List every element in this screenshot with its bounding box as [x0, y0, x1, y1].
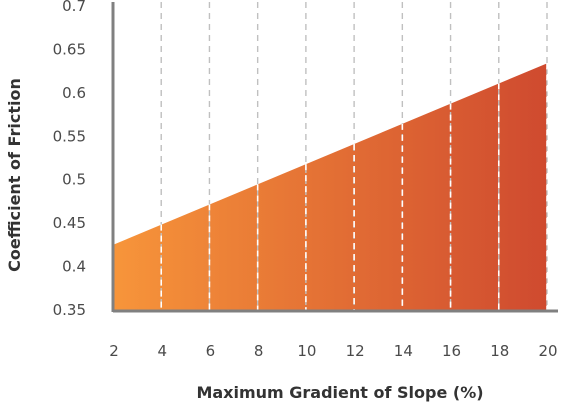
y-tick-label: 0.55 [53, 127, 86, 145]
x-axis-title: Maximum Gradient of Slope (%) [196, 383, 483, 402]
x-tick-label: 2 [109, 342, 119, 360]
x-tick-label: 4 [157, 342, 167, 360]
x-tick-label: 8 [254, 342, 264, 360]
y-tick-label: 0.4 [62, 258, 86, 276]
x-tick-label: 14 [394, 342, 413, 360]
y-tick-label: 0.35 [53, 301, 86, 319]
x-tick-label: 18 [490, 342, 509, 360]
y-tick-label: 0.65 [53, 40, 86, 58]
y-tick-label: 0.45 [53, 214, 86, 232]
x-tick-label: 6 [206, 342, 216, 360]
x-tick-label: 20 [538, 342, 557, 360]
x-tick-label: 12 [346, 342, 365, 360]
y-tick-label: 0.5 [62, 171, 86, 189]
y-axis-title: Coefficient of Friction [5, 78, 24, 272]
y-tick-label: 0.7 [62, 0, 86, 15]
x-tick-label: 10 [297, 342, 316, 360]
area-layer [113, 63, 547, 310]
x-tick-label: 16 [442, 342, 461, 360]
grid-layer [160, 2, 548, 310]
axis-layer [111, 2, 558, 313]
y-tick-label: 0.6 [62, 84, 86, 102]
x-tick-labels: 2 4 6 8 10 12 14 16 18 20 [109, 342, 557, 360]
area-series [113, 63, 547, 310]
y-tick-labels: 0.35 0.4 0.45 0.5 0.55 0.6 0.65 0.7 [53, 0, 86, 319]
